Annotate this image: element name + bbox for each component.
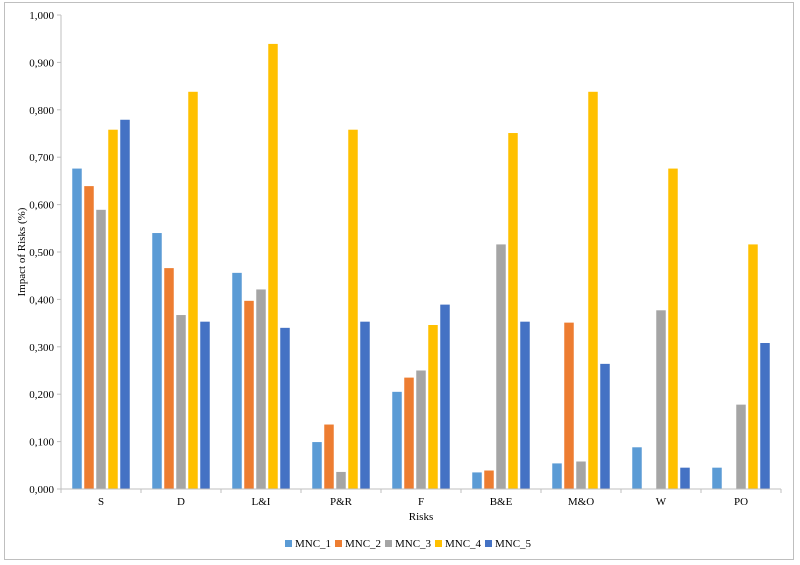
bar-mnc-2 xyxy=(244,300,254,489)
bar-mnc-2 xyxy=(404,377,414,489)
bar-mnc-1 xyxy=(72,168,82,490)
legend-swatch xyxy=(485,540,492,547)
y-tick-label: 1,000 xyxy=(29,10,54,22)
y-tick-label: 0,700 xyxy=(29,152,54,164)
bar-mnc-5 xyxy=(600,363,610,489)
bar-mnc-2 xyxy=(484,470,494,489)
bar-mnc-4 xyxy=(268,43,278,489)
bar-mnc-5 xyxy=(360,321,370,489)
bar-mnc-1 xyxy=(392,391,402,489)
x-tick-label: F xyxy=(418,496,424,508)
bar-mnc-4 xyxy=(508,133,518,489)
x-tick-label: P&R xyxy=(330,496,353,508)
y-axis-title: Impact of Risks (%) xyxy=(16,207,28,296)
bar-mnc-5 xyxy=(280,327,290,489)
legend-swatch xyxy=(285,540,292,547)
bar-mnc-3 xyxy=(96,209,106,489)
x-axis-title: Risks xyxy=(409,511,433,523)
y-tick-label: 0,100 xyxy=(29,437,54,449)
legend: MNC_1 MNC_2 MNC_3 MNC_4 MNC_5 xyxy=(285,538,532,550)
bar-mnc-5 xyxy=(520,321,530,489)
bar-mnc-3 xyxy=(176,315,186,489)
legend-label: MNC_2 xyxy=(345,538,381,550)
bar-mnc-2 xyxy=(564,322,574,489)
bar-mnc-2 xyxy=(84,186,94,489)
bar-mnc-1 xyxy=(312,442,322,489)
bar-mnc-5 xyxy=(200,321,210,489)
y-tick-label: 0,600 xyxy=(29,200,54,212)
bar-mnc-5 xyxy=(680,467,690,489)
x-tick-label: L&I xyxy=(252,496,271,508)
bar-mnc-4 xyxy=(668,168,678,490)
y-tick-label: 0,400 xyxy=(29,294,54,306)
bar-mnc-1 xyxy=(552,463,562,489)
bar-mnc-3 xyxy=(656,310,666,489)
x-tick-label: M&O xyxy=(568,496,594,508)
bar-mnc-4 xyxy=(108,129,118,489)
bar-mnc-3 xyxy=(416,370,426,489)
x-tick-label: B&E xyxy=(490,496,513,508)
legend-swatch xyxy=(335,540,342,547)
y-tick-label: 0,200 xyxy=(29,389,54,401)
bar-mnc-1 xyxy=(152,233,162,489)
bar-mnc-4 xyxy=(588,91,598,490)
bar-mnc-5 xyxy=(440,304,450,489)
bar-mnc-1 xyxy=(472,472,482,489)
bar-mnc-4 xyxy=(748,244,758,489)
x-tick-label: PO xyxy=(734,496,748,508)
bar-mnc-4 xyxy=(348,129,358,489)
x-tick-label: S xyxy=(98,496,104,508)
bars xyxy=(72,43,770,490)
bar-chart: 0,000 0,100 0,200 0,300 0,400 0,500 0,600 0,700… xyxy=(16,10,782,550)
bar-mnc-1 xyxy=(632,447,642,489)
bar-mnc-3 xyxy=(336,471,346,489)
legend-label: MNC_3 xyxy=(395,538,432,550)
bar-mnc-3 xyxy=(576,461,586,489)
y-tick-label: 0,000 xyxy=(29,484,54,496)
bar-mnc-4 xyxy=(428,324,438,489)
x-tick-label: D xyxy=(177,496,185,508)
bar-mnc-2 xyxy=(324,424,334,489)
bar-mnc-3 xyxy=(496,244,506,489)
x-tick-label: W xyxy=(656,496,667,508)
legend-label: MNC_4 xyxy=(445,538,482,550)
x-axis: S D L&I P&R F B&E M&O W PO xyxy=(60,488,782,508)
bar-mnc-3 xyxy=(256,289,266,489)
y-tick-label: 0,500 xyxy=(29,247,54,259)
bar-mnc-5 xyxy=(120,119,130,489)
legend-label: MNC_1 xyxy=(295,538,331,550)
bar-mnc-4 xyxy=(188,91,198,490)
bar-mnc-2 xyxy=(164,268,174,489)
y-axis: 0,000 0,100 0,200 0,300 0,400 0,500 0,600 0,700… xyxy=(29,10,62,496)
legend-label: MNC_5 xyxy=(495,538,532,550)
y-tick-label: 0,800 xyxy=(29,105,54,117)
legend-swatch xyxy=(385,540,392,547)
legend-swatch xyxy=(435,540,442,547)
y-tick-label: 0,300 xyxy=(29,342,54,354)
bar-mnc-1 xyxy=(232,272,242,489)
y-tick-label: 0,900 xyxy=(29,57,54,69)
chart-frame: 0,000 0,100 0,200 0,300 0,400 0,500 0,600 0,700… xyxy=(4,2,794,560)
bar-mnc-1 xyxy=(712,467,722,489)
bar-mnc-3 xyxy=(736,404,746,489)
bar-mnc-5 xyxy=(760,343,770,489)
